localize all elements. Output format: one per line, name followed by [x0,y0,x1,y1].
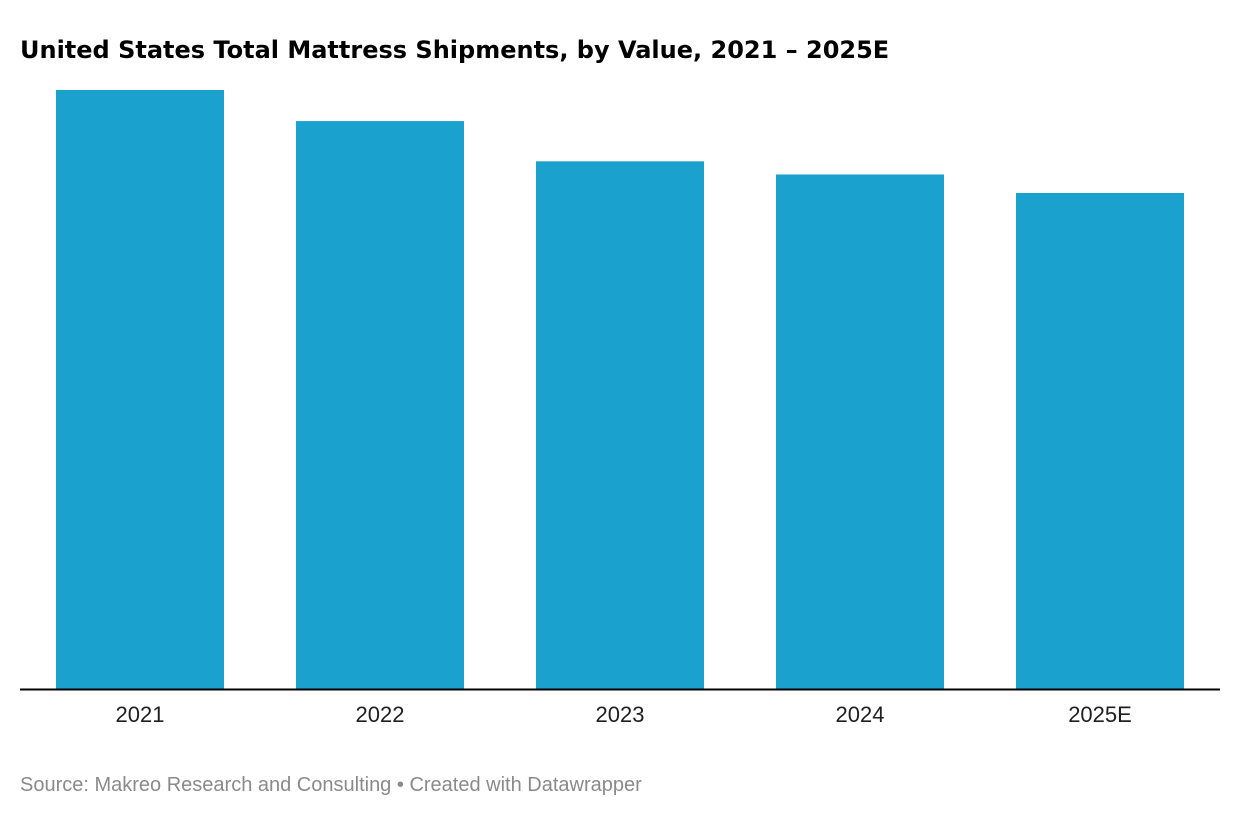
bar-2022 [296,121,464,690]
bar-2024 [776,174,944,689]
footer-separator: • [396,774,404,796]
x-tick-labels: 2021 2022 2023 2024 2025E [116,702,1132,727]
x-tick-label-2021: 2021 [116,702,165,727]
chart-footer: Source: Makreo Research and Consulting •… [20,774,642,797]
chart-title: United States Total Mattress Shipments, … [20,36,890,64]
x-tick-label-2023: 2023 [596,702,645,727]
x-tick-label-2025e: 2025E [1068,702,1132,727]
bar-2021 [56,90,224,689]
x-tick-label-2024: 2024 [836,702,885,727]
bar-2025e [1016,193,1184,689]
bars-group [56,90,1184,690]
credit-note: Created with Datawrapper [409,774,642,796]
bar-2023 [536,161,704,690]
x-tick-label-2022: 2022 [356,702,405,727]
source-note: Source: Makreo Research and Consulting [20,774,392,796]
